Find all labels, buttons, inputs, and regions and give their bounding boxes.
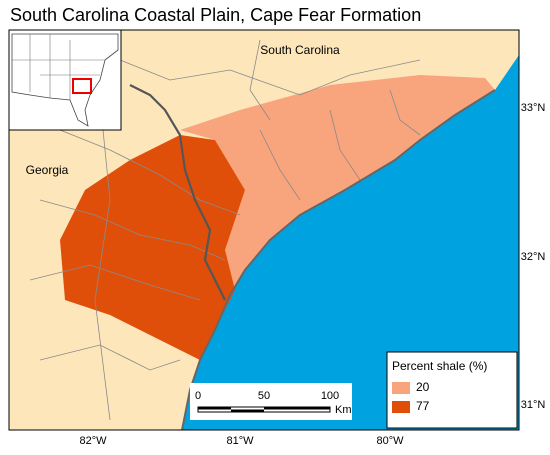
longitude-label: 82°W: [79, 435, 107, 447]
shale-77-area: [60, 135, 245, 360]
legend: Percent shale (%) 20 77: [386, 351, 518, 429]
latitude-label: 33°N: [521, 102, 546, 114]
longitude-label: 80°W: [376, 435, 404, 447]
legend-swatch: [392, 382, 410, 394]
latitude-label: 32°N: [521, 251, 546, 263]
map-border: [8, 29, 520, 431]
scale-bar-segment: [231, 409, 264, 412]
scale-bar: 0 50 100 Km: [190, 383, 352, 420]
scale-label: 0: [195, 390, 201, 402]
latitude-label: 31°N: [521, 399, 546, 411]
legend-label: 77: [416, 399, 430, 413]
scale-unit: Km: [335, 404, 352, 416]
county-lines: [29, 39, 421, 421]
legend-label: 20: [416, 380, 430, 394]
inset-state-lines: [12, 34, 105, 100]
longitude-label: 81°W: [226, 435, 254, 447]
inset-locator: [72, 78, 92, 94]
scale-label: 50: [258, 390, 270, 402]
legend-title: Percent shale (%): [392, 359, 487, 373]
place-label: South Carolina: [260, 43, 340, 57]
inset-map: [8, 29, 122, 131]
inset-land: [11, 33, 119, 127]
legend-swatch: [392, 401, 410, 413]
scale-bar-segment: [198, 407, 231, 410]
map-title: South Carolina Coastal Plain, Cape Fear …: [10, 5, 421, 25]
state-border-river: [129, 84, 226, 301]
scale-box: [190, 383, 352, 420]
scale-bar-segment: [264, 407, 330, 410]
place-label: Georgia: [26, 163, 69, 177]
coastline: [181, 89, 496, 431]
shale-20-area: [180, 75, 495, 290]
scale-label: 100: [321, 390, 339, 402]
